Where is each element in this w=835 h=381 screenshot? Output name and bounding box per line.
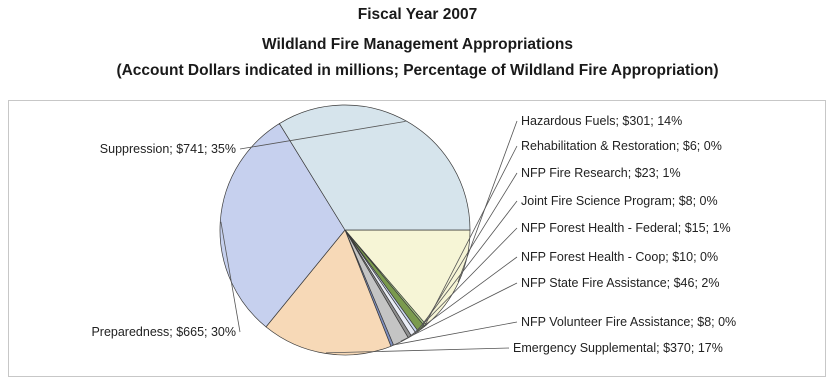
slice-label-nfp-state-fire-assistance: NFP State Fire Assistance; $46; 2% <box>521 276 719 290</box>
slice-label-suppression: Suppression; $741; 35% <box>100 142 236 156</box>
slice-label-hazardous-fuels: Hazardous Fuels; $301; 14% <box>521 114 682 128</box>
pie-slice-suppression <box>278 104 471 231</box>
chart-subtitle-units: (Account Dollars indicated in millions; … <box>116 62 719 79</box>
chart-subtitle: Wildland Fire Management Appropriations <box>261 36 574 53</box>
leader-line-nfp-forest-health-coop <box>409 256 518 337</box>
chart-title: Fiscal Year 2007 <box>357 6 478 23</box>
slice-label-nfp-forest-health-federal: NFP Forest Health - Federal; $15; 1% <box>521 221 731 235</box>
leader-line-nfp-forest-health-federal <box>413 227 518 335</box>
leader-line-suppression <box>239 121 406 150</box>
leader-line-emergency-supplemental <box>325 347 510 354</box>
leader-line-hazardous-fuels <box>457 120 518 283</box>
leader-line-nfp-volunteer-fire-assistance <box>391 321 518 346</box>
slice-label-preparedness: Preparedness; $665; 30% <box>91 325 236 339</box>
pie-slice-preparedness <box>219 123 346 328</box>
slice-label-rehabilitation-and-restoration: Rehabilitation & Restoration; $6; 0% <box>521 139 722 153</box>
leader-line-preparedness <box>220 221 241 333</box>
slice-label-nfp-forest-health-coop: NFP Forest Health - Coop; $10; 0% <box>521 250 718 264</box>
pie-slice-emergency-supplemental <box>265 229 392 356</box>
slice-label-nfp-volunteer-fire-assistance: NFP Volunteer Fire Assistance; $8; 0% <box>521 315 736 329</box>
slice-label-joint-fire-science-program: Joint Fire Science Program; $8; 0% <box>521 194 718 208</box>
slice-label-nfp-fire-research: NFP Fire Research; $23; 1% <box>521 166 681 180</box>
leader-line-nfp-fire-research <box>420 172 518 329</box>
leader-line-joint-fire-science-program <box>416 200 518 332</box>
leader-line-nfp-state-fire-assistance <box>400 282 518 342</box>
leader-line-rehabilitation-and-restoration <box>424 145 518 326</box>
slice-label-emergency-supplemental: Emergency Supplemental; $370; 17% <box>513 341 723 355</box>
